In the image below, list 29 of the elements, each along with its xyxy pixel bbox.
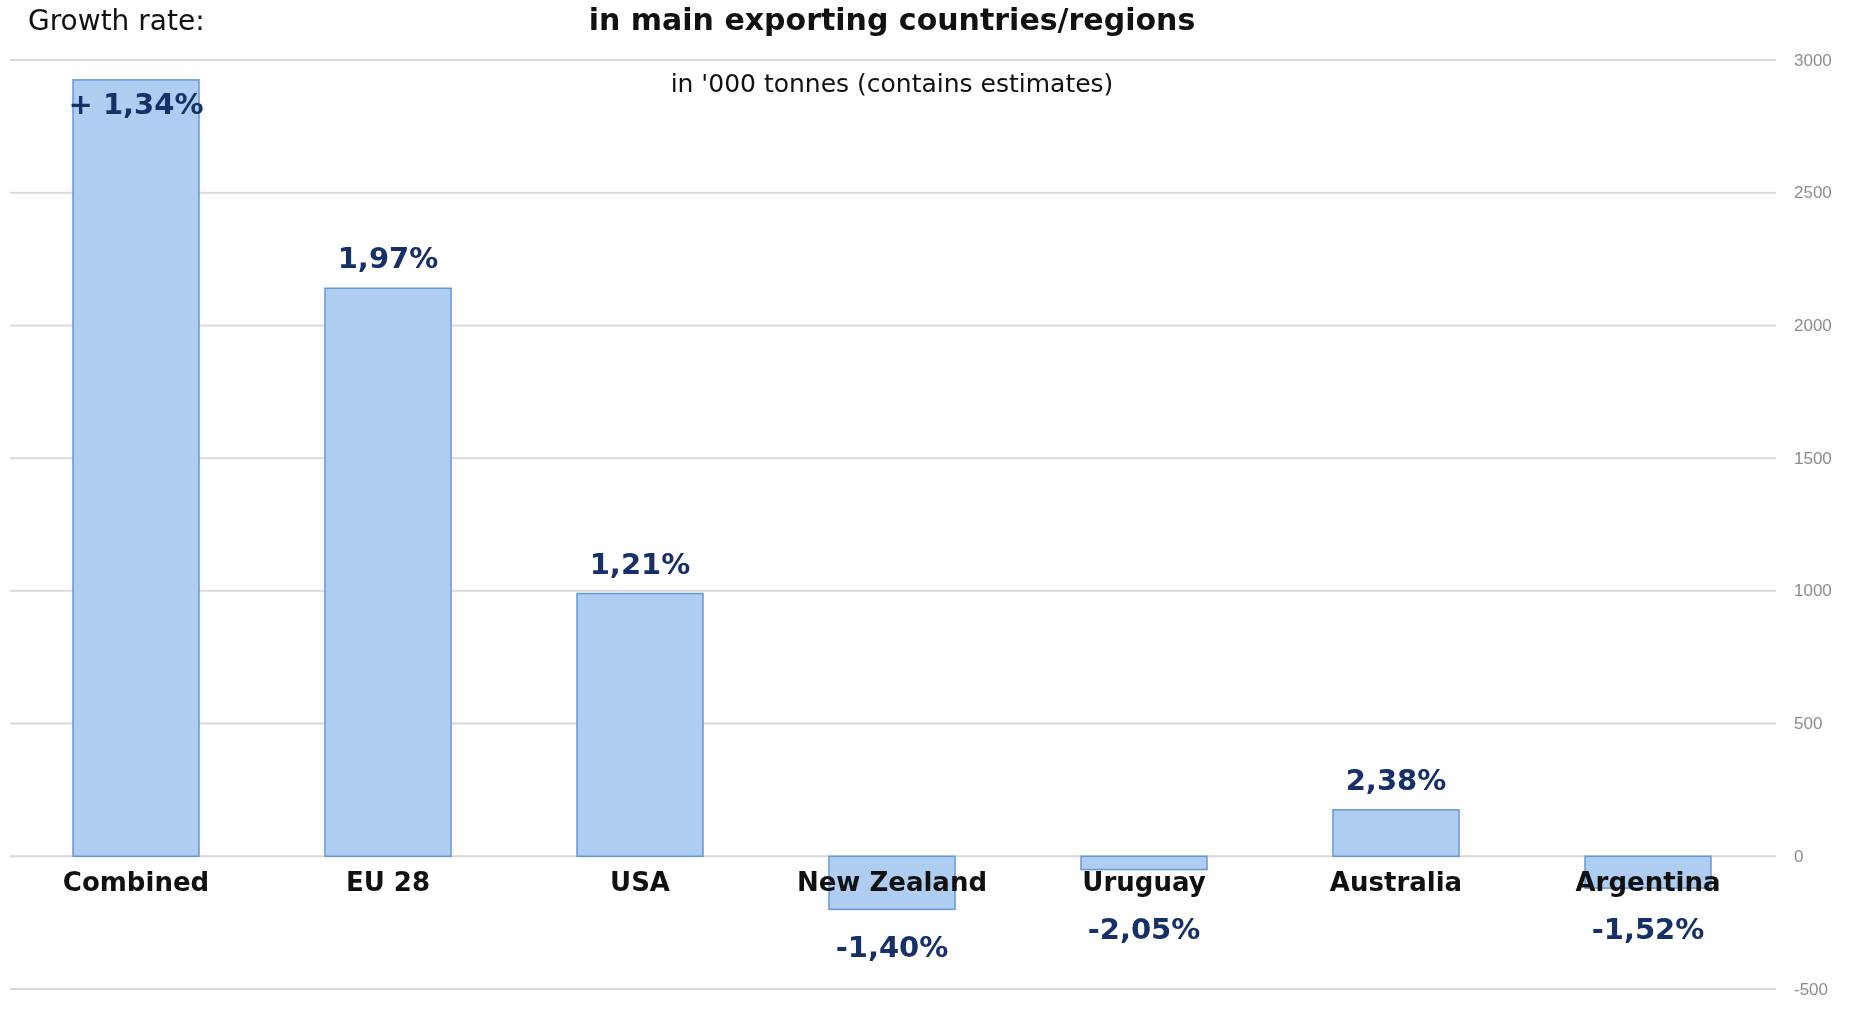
bar (324, 287, 452, 858)
y-tick-label: 1500 (1794, 448, 1832, 468)
x-tick-label: Argentina (1575, 867, 1721, 898)
x-tick-label: Uruguay (1082, 867, 1206, 898)
chart-title: in main exporting countries/regions (588, 2, 1196, 37)
bar (1080, 855, 1208, 871)
text: Growth rate: (28, 4, 205, 37)
y-tick-label: 500 (1794, 714, 1823, 734)
y-tick-label: 1000 (1794, 581, 1832, 601)
y-tick-label: -500 (1794, 979, 1829, 999)
y-tick-label: 0 (1794, 846, 1804, 866)
annotation: -1,40% (835, 930, 949, 965)
y-tick-label: 2500 (1794, 183, 1832, 203)
bar (1332, 809, 1460, 858)
chart-subtitle: in '000 tonnes (contains estimates) (670, 69, 1114, 98)
bar (576, 592, 704, 858)
x-tick-label: New Zealand (796, 867, 988, 898)
x-tick-label: USA (610, 867, 670, 898)
annotation: -1,52% (1591, 912, 1705, 947)
y-tick-label: 3000 (1794, 50, 1832, 70)
y-tick-label: 2000 (1794, 315, 1832, 335)
annotation: 2,38% (1345, 762, 1447, 797)
annotation: 1,21% (589, 546, 691, 581)
annotation: 1,97% (337, 241, 439, 276)
annotation: -2,05% (1087, 912, 1201, 947)
x-tick-label: Combined (62, 867, 210, 898)
x-tick-label: EU 28 (345, 867, 431, 898)
x-tick-label: Australia (1329, 867, 1463, 898)
annotation: + 1,34% (68, 86, 204, 121)
